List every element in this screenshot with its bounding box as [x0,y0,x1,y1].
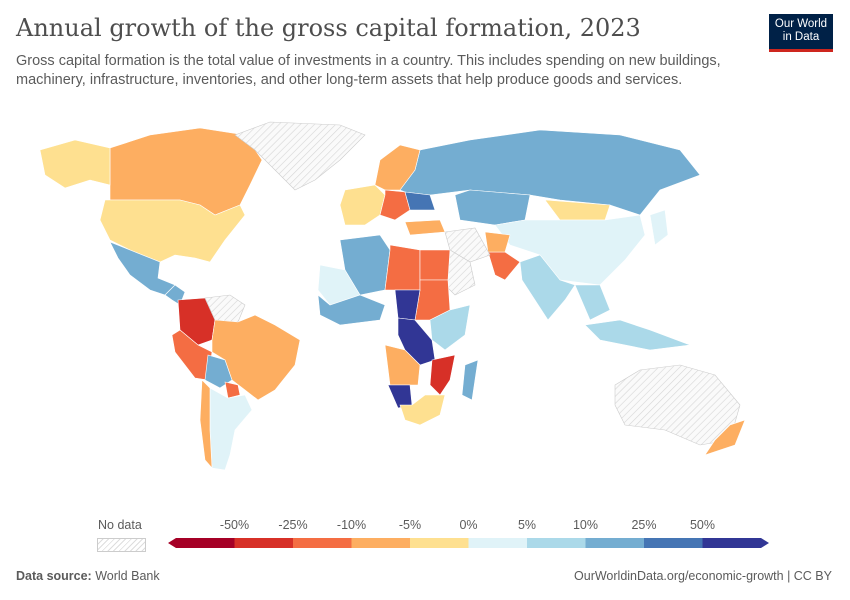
legend-bin[interactable] [293,538,352,548]
legend-bin[interactable] [702,538,770,548]
legend-threshold-label: 50% [689,518,716,532]
legend-threshold-label: -10% [336,518,367,532]
source-label: Data source: [16,569,92,583]
legend-bin[interactable] [168,538,235,548]
legend-threshold-label: -25% [278,518,308,532]
chart-subtitle: Gross capital formation is the total val… [16,53,721,88]
legend-bin[interactable] [585,538,645,548]
country-south-africa[interactable] [399,394,446,426]
legend-threshold-label: 10% [572,518,599,532]
legend-threshold-label: 25% [631,518,657,532]
country-kazakhstan[interactable] [454,189,531,226]
country-west-africa[interactable] [317,294,386,326]
chart-title: Annual growth of the gross capital forma… [16,14,641,42]
footer-url[interactable]: OurWorldinData.org/economic-growth | CC … [574,569,832,583]
country-libya[interactable] [384,244,421,291]
country-argentina[interactable] [209,387,253,471]
country-alaska[interactable] [39,139,111,189]
no-data-swatch[interactable] [97,538,146,552]
legend-bin[interactable] [351,538,411,548]
legend-bin[interactable] [410,538,469,548]
legend-threshold-label: -50% [219,518,250,532]
no-data-label: No data [98,518,142,532]
country-venezuela[interactable] [204,294,246,323]
country-japan[interactable] [649,209,669,246]
country-brazil[interactable] [211,314,301,401]
country-mozambique[interactable] [429,354,456,396]
country-angola[interactable] [384,344,421,386]
legend-bar [168,538,770,548]
country-namibia[interactable] [387,384,413,409]
legend-bin[interactable] [468,538,528,548]
country-chile[interactable] [199,379,213,469]
legend-threshold-label: -5% [398,518,422,532]
country-australia[interactable] [614,364,741,446]
country-united-states[interactable] [99,199,246,263]
country-india[interactable] [519,254,576,321]
owid-logo[interactable]: Our World in Data [769,14,833,52]
country-southeast-asia[interactable] [574,284,611,321]
country-turkey[interactable] [404,219,446,236]
country-new-zealand[interactable] [704,419,746,456]
legend-threshold-label: 5% [517,518,537,532]
country-paraguay[interactable] [224,381,241,399]
color-legend: No data -50% -25% -10% -5% 0% 5% 10% 25% 50% [0,515,850,555]
country-greenland[interactable] [234,121,366,191]
source-link[interactable]: World Bank [95,569,160,583]
country-east-africa[interactable] [429,304,471,351]
country-ukraine[interactable] [404,191,436,211]
data-source: Data source: World Bank [16,569,160,583]
country-egypt[interactable] [419,249,451,281]
legend-threshold-label: 0% [459,518,478,532]
country-dr-congo[interactable] [397,317,436,366]
country-western-europe[interactable] [339,184,386,226]
country-madagascar[interactable] [461,359,479,401]
world-map[interactable] [0,110,850,510]
logo-text: in Data [782,31,820,43]
logo-text: Our World [774,18,828,30]
country-china[interactable] [494,214,646,286]
country-afghanistan[interactable] [484,231,511,253]
legend-bin[interactable] [527,538,586,548]
country-indonesia[interactable] [584,319,691,351]
legend-bin[interactable] [644,538,703,548]
legend-bin[interactable] [234,538,294,548]
country-pakistan[interactable] [487,251,521,281]
